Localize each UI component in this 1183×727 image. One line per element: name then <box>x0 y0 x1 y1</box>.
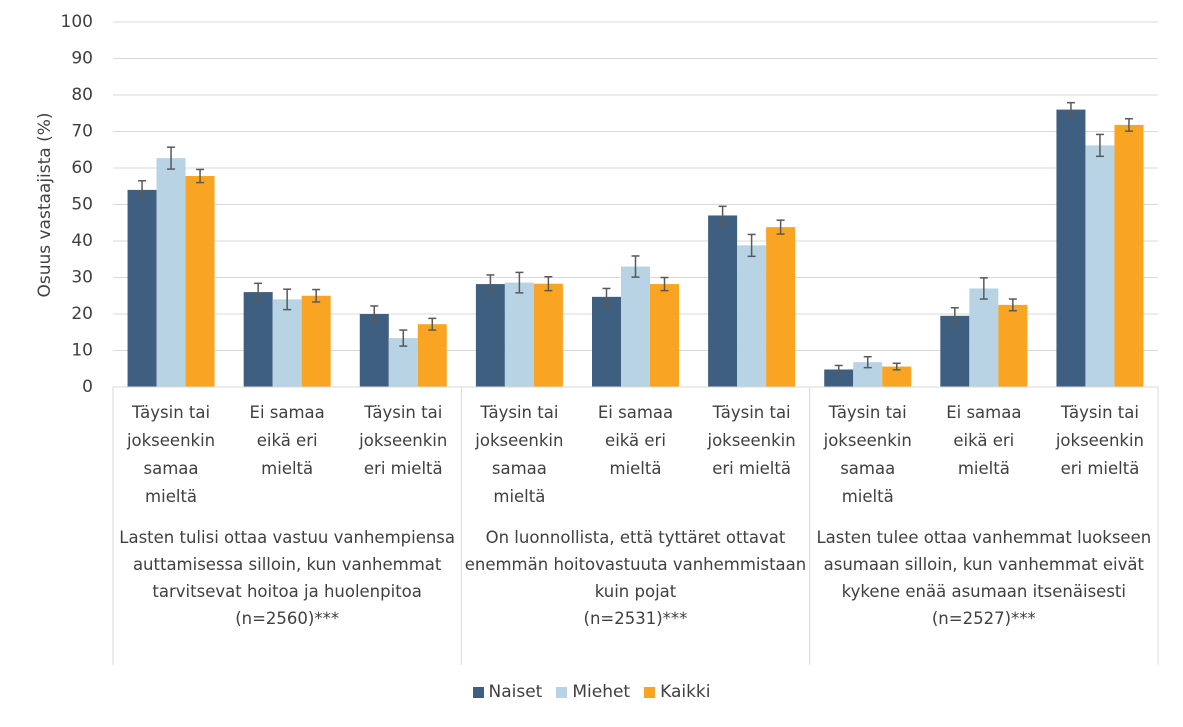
error-bar <box>979 277 988 300</box>
error-bar <box>283 288 292 311</box>
error-bar <box>660 276 669 292</box>
error-bar <box>254 282 263 302</box>
bar <box>417 324 447 387</box>
bar <box>504 282 534 387</box>
bar <box>824 369 854 387</box>
error-bar <box>138 180 147 200</box>
error-bar <box>1095 133 1104 158</box>
x-tick-label: Ei samaa eikä eri mieltä <box>946 403 1022 478</box>
x-tick-label: Täysin tai jokseenkin eri mieltä <box>359 403 448 478</box>
x-tick-label: Täysin tai jokseenkin eri mieltä <box>1055 403 1145 478</box>
y-tick-label: 40 <box>71 231 93 251</box>
bar <box>1085 145 1115 387</box>
legend-item: Miehet <box>556 682 630 702</box>
bar <box>156 158 186 387</box>
bar <box>766 227 796 387</box>
error-bar <box>370 305 379 323</box>
error-bar <box>834 364 843 375</box>
error-bar <box>399 329 408 347</box>
error-bar <box>892 362 901 371</box>
error-bar <box>312 288 321 303</box>
bar <box>882 366 912 387</box>
error-bar <box>747 233 756 258</box>
x-tick-label: Täysin tai jokseenkin samaa mieltä <box>126 403 216 506</box>
x-tick-label: Täysin tai jokseenkin samaa mieltä <box>475 403 564 506</box>
group-label: On luonnollista, että tyttäret ottavat e… <box>464 528 807 628</box>
error-bar <box>1066 101 1075 118</box>
legend-swatch <box>556 686 568 698</box>
group-label: Lasten tulee ottaa vanhemmat luokseen as… <box>816 528 1152 628</box>
y-tick-label: 0 <box>82 377 93 397</box>
legend-label: Kaikki <box>660 682 711 702</box>
x-tick-label: Täysin tai jokseenkin samaa mieltä <box>823 403 912 506</box>
error-bar <box>167 146 176 170</box>
y-tick-label: 90 <box>71 49 93 69</box>
error-bar <box>515 271 524 294</box>
bar <box>940 315 970 387</box>
error-bar <box>1124 117 1133 132</box>
bar <box>533 283 563 387</box>
error-bar <box>950 307 959 325</box>
y-tick-label: 70 <box>71 122 93 142</box>
group-label: Lasten tulisi ottaa vastuu vanhempiensa … <box>119 528 456 628</box>
error-bar <box>196 168 205 184</box>
legend-swatch <box>644 686 656 698</box>
bar <box>127 189 157 387</box>
error-bar <box>544 276 553 292</box>
y-tick-label: 100 <box>61 12 93 32</box>
x-tick-label: Ei samaa eikä eri mieltä <box>597 403 674 478</box>
error-bar <box>602 287 611 306</box>
legend-item: Naiset <box>472 682 543 702</box>
legend-item: Kaikki <box>644 682 711 702</box>
bar <box>185 176 215 387</box>
bar <box>301 295 331 387</box>
bar <box>650 284 679 387</box>
y-tick-label: 10 <box>71 341 93 361</box>
bar <box>475 284 505 387</box>
bar <box>998 304 1028 387</box>
error-bar <box>428 317 437 331</box>
y-axis-label: Osuus vastaajista (%) <box>35 112 55 297</box>
bar <box>592 296 621 387</box>
legend: Naiset Miehet Kaikki <box>0 682 1183 702</box>
y-tick-label: 60 <box>71 158 93 178</box>
y-tick-label: 20 <box>71 304 93 324</box>
error-bar <box>718 205 727 226</box>
y-tick-label: 80 <box>71 85 93 105</box>
x-tick-label: Ei samaa eikä eri mieltä <box>249 403 325 478</box>
bar <box>359 314 389 387</box>
bar <box>1056 109 1086 387</box>
error-bar <box>1008 298 1017 312</box>
error-bar <box>631 255 640 278</box>
error-bar <box>486 274 495 294</box>
bar <box>243 292 273 387</box>
legend-swatch <box>472 686 484 698</box>
y-tick-label: 30 <box>71 268 93 288</box>
legend-label: Miehet <box>572 682 631 702</box>
bar <box>969 288 999 387</box>
legend-label: Naiset <box>488 682 543 702</box>
bar <box>1114 124 1144 388</box>
bar <box>708 215 738 387</box>
bar <box>737 245 767 387</box>
y-tick-label: 50 <box>71 195 93 215</box>
error-bar <box>863 355 872 369</box>
x-tick-label: Täysin tai jokseenkin eri mieltä <box>707 403 796 478</box>
bar <box>272 299 302 387</box>
bar <box>621 266 650 387</box>
error-bar <box>776 219 785 235</box>
